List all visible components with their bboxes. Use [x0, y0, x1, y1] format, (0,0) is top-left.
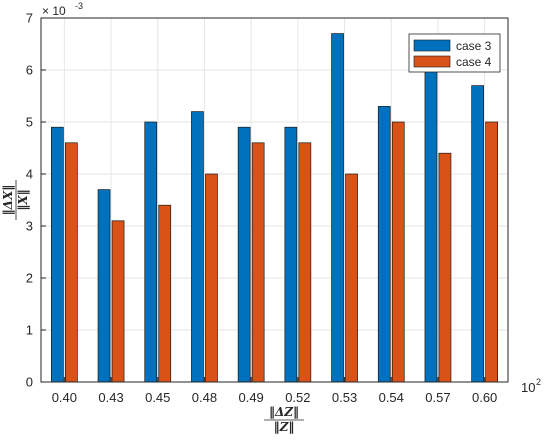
y-multiplier: × 10 -3 [42, 1, 83, 18]
y-tick-label: 3 [26, 219, 33, 234]
legend: case 3 case 4 [408, 33, 501, 73]
bar-case-4-0.53 [345, 173, 358, 383]
x-tick-label: 0.54 [379, 390, 404, 405]
y-axis-label-denominator: ‖X‖ [16, 189, 30, 210]
bar-case-3-0.43 [97, 189, 111, 383]
x-tick-label: 0.57 [425, 390, 450, 405]
x-tick-label: 0.60 [472, 390, 497, 405]
legend-swatch-case-4 [413, 55, 451, 68]
axes [40, 17, 509, 383]
bar-case-3-0.57 [424, 69, 438, 383]
y-tick-label: 6 [26, 63, 33, 78]
y-tick-labels: 0 1 2 3 4 5 6 7 [26, 11, 33, 390]
bar-case-4-0.40 [64, 142, 78, 383]
y-axis-label: ‖ΔX‖ ‖X‖ [1, 180, 30, 220]
x-tick-label: 0.52 [285, 390, 310, 405]
y-axis-label-numerator: ‖ΔX‖ [1, 185, 15, 216]
bar-case-4-0.45 [158, 204, 172, 383]
x-tick-label: 0.45 [145, 390, 170, 405]
axes-frame [40, 17, 509, 383]
y-multiplier-base: × 10 [42, 4, 66, 18]
bar-case-3-0.40 [50, 126, 64, 383]
x-tick-label: 0.48 [192, 390, 217, 405]
bar-case-4-0.54 [391, 121, 405, 383]
y-tick-label: 0 [26, 375, 33, 390]
x-tick-label: 0.49 [238, 390, 263, 405]
legend-swatch-case-3 [413, 39, 451, 52]
bar-case-3-0.48 [191, 111, 204, 383]
x-multiplier-base: 10 [521, 380, 535, 395]
bar-case-4-0.52 [298, 142, 312, 383]
legend-label-case-4: case 4 [456, 55, 492, 69]
x-tick-label: 0.53 [332, 390, 357, 405]
y-tick-label: 4 [26, 167, 33, 182]
bars [50, 33, 498, 383]
y-multiplier-exponent: -3 [75, 1, 83, 11]
y-tick-label: 1 [26, 323, 33, 338]
x-axis-label-denominator: ‖Z‖ [274, 420, 295, 434]
x-multiplier-exponent: 2 [536, 377, 541, 387]
x-tick-label: 0.43 [98, 390, 123, 405]
bar-case-3-0.54 [377, 106, 391, 383]
legend-label-case-3: case 3 [456, 39, 492, 53]
bar-case-3-0.52 [284, 126, 298, 383]
bar-case-3-0.45 [144, 121, 158, 383]
bar-case-4-0.43 [111, 220, 125, 383]
x-multiplier: 10 2 [521, 377, 541, 395]
x-axis-label: ‖ΔZ‖ ‖Z‖ [264, 405, 304, 434]
bar-case-3-0.49 [237, 126, 251, 383]
bar-case-3-0.60 [471, 85, 484, 383]
bar-case-4-0.60 [485, 121, 498, 383]
bar-case-4-0.57 [438, 152, 452, 383]
x-axis-label-numerator: ‖ΔZ‖ [269, 405, 299, 419]
bar-case-4-0.48 [205, 173, 218, 383]
y-tick-label: 5 [26, 115, 33, 130]
y-tick-label: 2 [26, 271, 33, 286]
bar-case-4-0.49 [251, 142, 265, 383]
x-tick-labels: 0.40 0.43 0.45 0.48 0.49 0.52 0.53 0.54 0.57 0.60 [52, 390, 498, 405]
y-tick-label: 7 [26, 11, 33, 26]
bar-case-3-0.53 [331, 33, 344, 383]
x-tick-label: 0.40 [52, 390, 77, 405]
